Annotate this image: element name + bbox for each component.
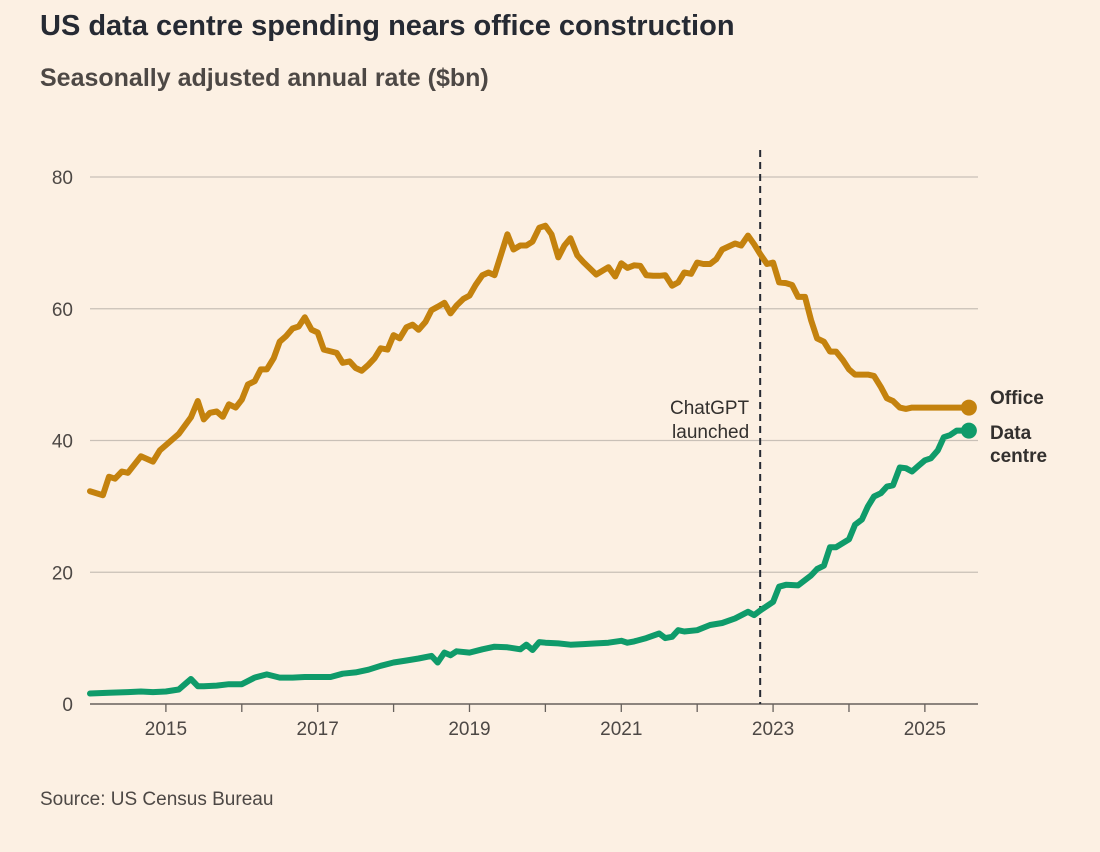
series-lines [87, 222, 977, 697]
series-label-data-centre: Data [990, 423, 1032, 444]
x-tick-label: 2017 [297, 719, 339, 740]
annotation-text: launched [672, 422, 749, 443]
y-tick-label: 60 [52, 300, 73, 321]
series-line-data-centre [87, 427, 972, 697]
series-endpoint-data-centre [960, 422, 977, 439]
series-line-office [87, 222, 972, 499]
series-label-data-centre: centre [990, 446, 1047, 467]
y-axis: 0 20 40 60 80 [52, 168, 73, 716]
chart-subtitle: Seasonally adjusted annual rate ($bn) [40, 64, 489, 92]
x-tick-label: 2021 [600, 719, 642, 740]
y-tick-label: 0 [62, 695, 73, 716]
series-label-office: Office [990, 388, 1044, 409]
y-tick-label: 20 [52, 563, 73, 584]
x-tick-label: 2025 [904, 719, 946, 740]
x-tick-label: 2019 [448, 719, 490, 740]
y-tick-label: 80 [52, 168, 73, 189]
x-tick-label: 2023 [752, 719, 794, 740]
annotation: ChatGPT launched [670, 150, 762, 704]
annotation-text: ChatGPT [670, 398, 750, 419]
chart-title: US data centre spending nears office con… [40, 10, 735, 42]
gridlines [90, 176, 978, 573]
x-tick-label: 2015 [145, 719, 187, 740]
x-axis: 2015 2017 2019 2021 2023 2025 [90, 703, 978, 740]
y-tick-label: 40 [52, 432, 73, 453]
source-note: Source: US Census Bureau [40, 789, 274, 810]
series-endpoint-office [960, 399, 977, 416]
